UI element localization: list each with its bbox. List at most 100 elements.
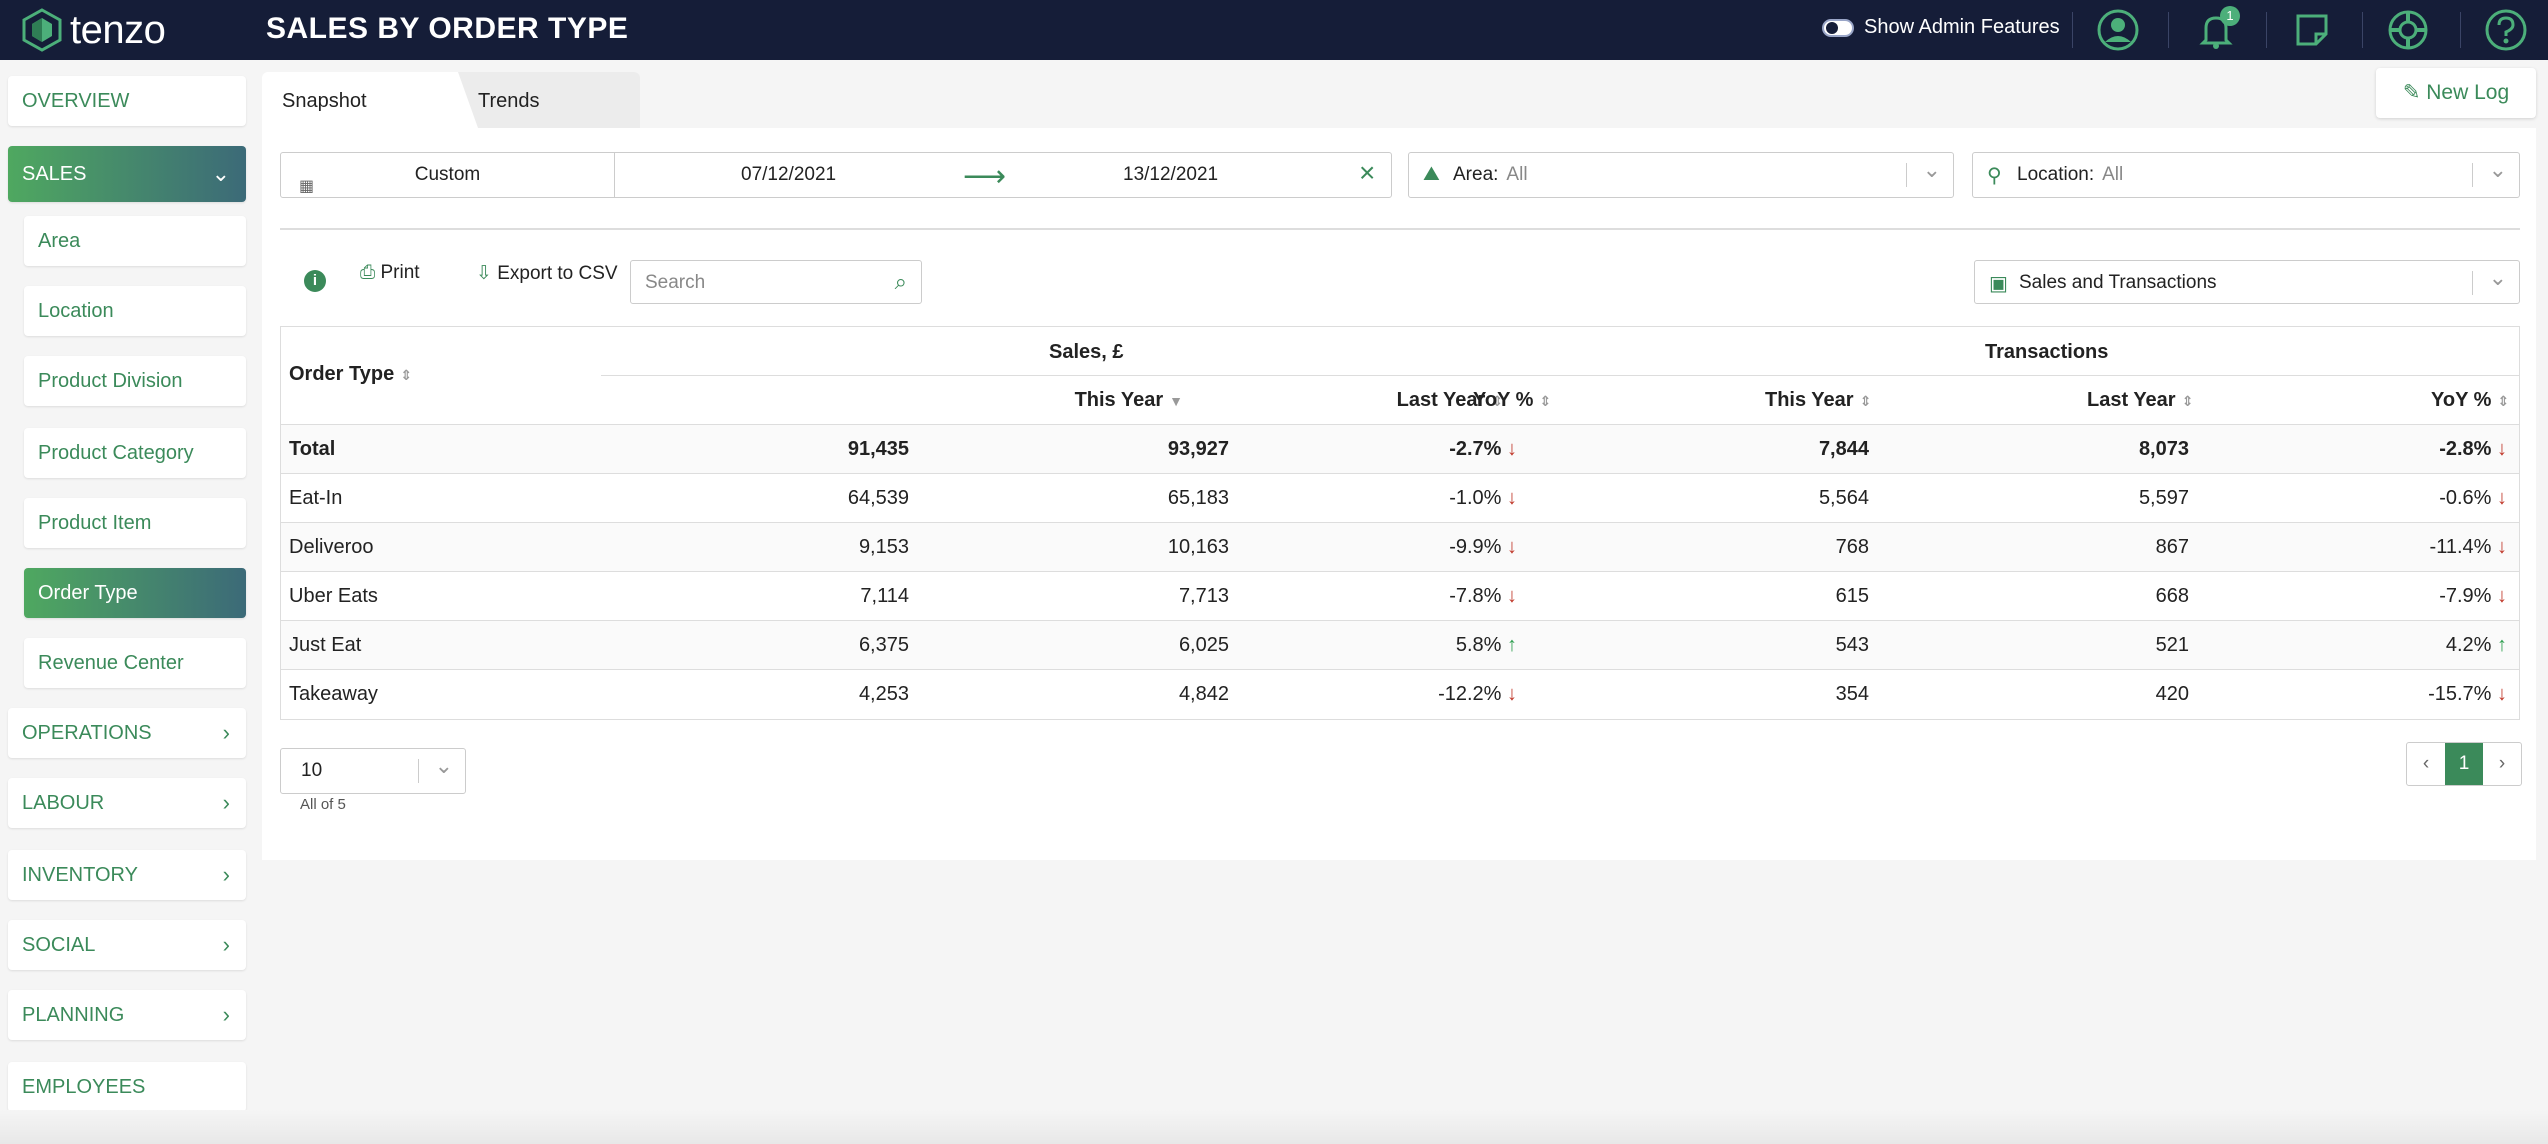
admin-features-toggle[interactable]: Show Admin Features bbox=[1822, 16, 2060, 39]
bottom-shade bbox=[0, 1110, 2548, 1144]
sidebar-item-sales[interactable]: SALES ⌄ bbox=[8, 146, 246, 202]
toggle-switch[interactable] bbox=[1822, 18, 1854, 37]
table-cell-t-ly: 867 bbox=[2155, 536, 2189, 558]
tenzo-logo-icon bbox=[22, 8, 62, 52]
table-cell-s-ty: 9,153 bbox=[858, 536, 909, 558]
help-icon[interactable] bbox=[2484, 8, 2528, 52]
sidebar-item-planning[interactable]: PLANNING › bbox=[8, 990, 246, 1040]
table-cell-s-ly: 93,927 bbox=[1167, 438, 1229, 460]
prev-page-button[interactable]: ‹ bbox=[2422, 753, 2430, 774]
location-select[interactable]: ⚲ Location: All ⌄ bbox=[1972, 152, 2520, 198]
column-header-order-type[interactable]: Order Type ⇕ bbox=[289, 363, 412, 385]
print-button[interactable]: ⎙ Print bbox=[360, 262, 420, 283]
sidebar-sub-product-division[interactable]: Product Division bbox=[24, 356, 246, 406]
table-cell-s-ty: 7,114 bbox=[860, 585, 909, 607]
calendar-icon: ▦ bbox=[299, 178, 315, 195]
divider bbox=[280, 228, 2520, 230]
chevron-down-icon: ⌄ bbox=[211, 161, 230, 186]
sidebar-sub-order-type[interactable]: Order Type bbox=[24, 568, 246, 618]
chevron-right-icon: › bbox=[222, 1002, 230, 1027]
table-cell-s-yoy: -12.2% ↓ bbox=[1438, 683, 1517, 705]
column-header-sales-yoy-label[interactable]: YoY % ⇕ bbox=[1473, 389, 1552, 411]
page-size-select[interactable]: 10 ⌄ bbox=[280, 748, 466, 794]
sort-icon: ⇕ bbox=[1491, 393, 1503, 409]
divider bbox=[2460, 12, 2461, 48]
order-type-name: Takeaway bbox=[289, 683, 378, 705]
table-cell-t-ty: 7,844 bbox=[1818, 438, 1869, 460]
order-type-name: Just Eat bbox=[289, 634, 362, 656]
sidebar-item-social[interactable]: SOCIAL › bbox=[8, 920, 246, 970]
date-range-picker[interactable]: ▦ Custom 07/12/2021 ⟶ 13/12/2021 × bbox=[280, 152, 1392, 198]
sidebar-sub-location[interactable]: Location bbox=[24, 286, 246, 336]
tab-trends[interactable]: Trends bbox=[450, 72, 640, 128]
sidebar-item-operations[interactable]: OPERATIONS › bbox=[8, 708, 246, 758]
table-cell-t-ty: 354 bbox=[1835, 683, 1869, 705]
info-icon[interactable]: i bbox=[304, 270, 326, 292]
arrow-down-icon: ↓ bbox=[1501, 683, 1517, 705]
notifications-bell-icon[interactable]: 1 bbox=[2194, 6, 2240, 52]
money-icon: ▣ bbox=[1989, 273, 2008, 295]
table-cell-s-ty: 6,375 bbox=[858, 634, 909, 656]
order-type-name: Total bbox=[289, 438, 336, 460]
sidebar-item-employees[interactable]: EMPLOYEES bbox=[8, 1062, 246, 1112]
divider bbox=[2362, 12, 2363, 48]
table-cell-t-ly: 8,073 bbox=[2138, 438, 2189, 460]
column-header-sales-last-year[interactable]: Last Year ⇕ bbox=[1396, 389, 1503, 411]
search-icon[interactable]: ⌕ bbox=[894, 269, 907, 294]
logo-text: tenzo bbox=[70, 7, 166, 52]
column-header-sales-this-year[interactable]: This Year ▼ bbox=[1074, 389, 1183, 411]
sidebar-sub-product-item[interactable]: Product Item bbox=[24, 498, 246, 548]
date-to[interactable]: 13/12/2021 bbox=[1123, 164, 1219, 185]
table-cell-t-ty: 768 bbox=[1835, 536, 1869, 558]
support-lifebuoy-icon[interactable] bbox=[2386, 8, 2430, 52]
admin-features-label: Show Admin Features bbox=[1864, 16, 2060, 38]
table-cell-s-ly: 4,842 bbox=[1178, 683, 1229, 705]
chevron-down-icon: ⌄ bbox=[434, 753, 453, 778]
sidebar-item-inventory[interactable]: INVENTORY › bbox=[8, 850, 246, 900]
sidebar-item-labour[interactable]: LABOUR › bbox=[8, 778, 246, 828]
tab-snapshot[interactable]: Snapshot bbox=[262, 72, 478, 128]
sort-icon: ⇕ bbox=[2497, 393, 2510, 409]
table-cell-s-ly: 7,713 bbox=[1178, 585, 1229, 607]
sidebar-sub-revenue-center[interactable]: Revenue Center bbox=[24, 638, 246, 688]
table-row: Uber Eats 7,114 7,713 -7.8% ↓ 615 668 -7.9% ↓ bbox=[281, 571, 2519, 620]
arrow-down-icon: ↓ bbox=[1501, 438, 1517, 460]
user-profile-icon[interactable] bbox=[2096, 8, 2140, 52]
table-cell-t-ty: 543 bbox=[1835, 634, 1869, 656]
table-cell-s-yoy: -9.9% ↓ bbox=[1449, 536, 1517, 558]
clear-date-icon[interactable]: × bbox=[1359, 157, 1376, 188]
area-select[interactable]: ⛰ Area: All ⌄ bbox=[1408, 152, 1954, 198]
date-mode-select[interactable]: ▦ Custom bbox=[281, 153, 615, 197]
next-page-button[interactable]: › bbox=[2498, 753, 2506, 774]
table-cell-t-ty: 5,564 bbox=[1818, 487, 1869, 509]
sidebar-item-overview[interactable]: OVERVIEW bbox=[8, 76, 246, 126]
sidebar-sub-product-category[interactable]: Product Category bbox=[24, 428, 246, 478]
map-icon: ⛰ bbox=[1423, 163, 1440, 185]
location-label: Location: bbox=[2017, 164, 2095, 185]
logo[interactable]: tenzo bbox=[20, 6, 166, 54]
chevron-down-icon: ⌄ bbox=[1922, 157, 1941, 182]
page-1-button[interactable]: 1 bbox=[2445, 743, 2483, 785]
table-cell-s-ly: 10,163 bbox=[1167, 536, 1229, 558]
table-row: Takeaway 4,253 4,842 -12.2% ↓ 354 420 -15.7% ↓ bbox=[281, 669, 2519, 718]
arrow-down-icon: ↓ bbox=[2491, 487, 2507, 509]
search-input[interactable] bbox=[645, 269, 875, 297]
arrow-down-icon: ↓ bbox=[1501, 536, 1517, 558]
column-header-transactions-yoy[interactable]: YoY % ⇕ bbox=[2431, 389, 2510, 411]
sort-icon: ⇕ bbox=[1859, 393, 1872, 409]
new-log-button[interactable]: ✎ New Log bbox=[2376, 68, 2536, 118]
arrow-down-icon: ↓ bbox=[1501, 585, 1517, 607]
date-from[interactable]: 07/12/2021 bbox=[741, 164, 837, 185]
metric-select[interactable]: ▣ Sales and Transactions ⌄ bbox=[1974, 260, 2520, 304]
column-header-transactions-last-year[interactable]: Last Year ⇕ bbox=[2087, 389, 2194, 411]
column-header-transactions-this-year[interactable]: This Year ⇕ bbox=[1765, 389, 1872, 411]
order-type-table: Order Type ⇕ Sales, £ Transactions This Y… bbox=[280, 326, 2520, 720]
notes-icon[interactable] bbox=[2290, 8, 2334, 52]
export-csv-button[interactable]: ⇩ Export to CSV bbox=[476, 263, 618, 284]
order-type-name: Deliveroo bbox=[289, 536, 374, 558]
chevron-right-icon: › bbox=[222, 720, 230, 745]
table-row-total: Total 91,435 93,927 -2.7% ↓ 7,844 8,073 -2.8% … bbox=[281, 424, 2519, 473]
sort-icon: ⇕ bbox=[1539, 393, 1552, 409]
sidebar-sub-area[interactable]: Area bbox=[24, 216, 246, 266]
table-cell-t-yoy: -2.8% ↓ bbox=[2439, 438, 2507, 460]
